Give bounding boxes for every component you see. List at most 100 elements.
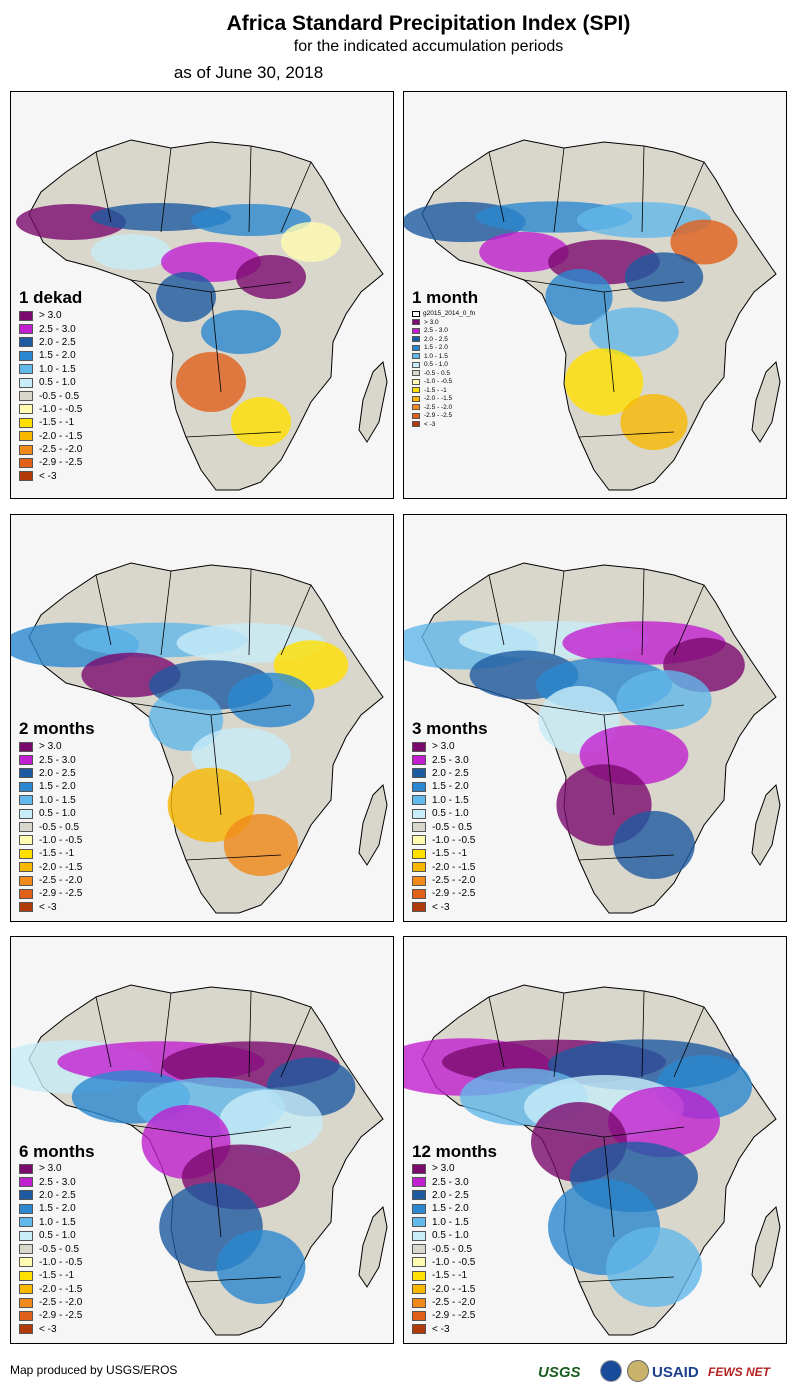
legend-swatch: [412, 1230, 426, 1241]
map-panel-2-months[interactable]: 2 months > 3.0 2.5 - 3.0 2.0 - 2.5 1.5 - 2.…: [10, 514, 394, 922]
legend-item: -1.0 - -0.5: [19, 403, 82, 416]
legend-item: 1.5 - 2.0: [412, 780, 475, 793]
legend-swatch: [412, 1324, 426, 1335]
legend-item: 1.5 - 2.0: [412, 344, 475, 353]
legend-label: -2.0 - -1.5: [432, 1283, 476, 1295]
legend-label: -1.5 - -1: [39, 848, 75, 860]
legend-label: 2.0 - 2.5: [432, 767, 469, 779]
map-panel-6-months[interactable]: 6 months > 3.0 2.5 - 3.0 2.0 - 2.5 1.5 - 2.…: [10, 936, 394, 1344]
legend-label: > 3.0: [432, 1163, 455, 1175]
legend-label: -0.5 - 0.5: [39, 821, 80, 833]
legend-swatch: [412, 1163, 426, 1174]
legend-label: 1.5 - 2.0: [424, 344, 448, 352]
legend: > 3.0 2.5 - 3.0 2.0 - 2.5 1.5 - 2.0 1.0 - 1.…: [412, 1162, 475, 1336]
legend-item: 1.5 - 2.0: [412, 1202, 475, 1215]
dry-anomaly-zone: [620, 394, 688, 450]
legend-label: -0.5 - 0.5: [39, 390, 80, 402]
legend-swatch: [412, 344, 420, 351]
legend-swatch: [19, 1310, 33, 1321]
legend-item: > 3.0: [412, 740, 475, 753]
legend-label: -1.5 - -1: [432, 848, 468, 860]
map-title: Africa Standard Precipitation Index (SPI…: [226, 12, 631, 35]
africa-map: [11, 984, 388, 1336]
legend-swatch: [412, 741, 426, 752]
legend-label: -2.5 - -2.0: [39, 1297, 83, 1309]
legend-item: 1.0 - 1.5: [412, 794, 475, 807]
legend-item: -1.0 - -0.5: [19, 1256, 82, 1269]
legend-swatch: [412, 421, 420, 428]
country-borders: [488, 990, 705, 1283]
legend-swatch: [19, 1230, 33, 1241]
legend-swatch: [19, 835, 33, 846]
legend-swatch: [19, 808, 33, 819]
legend-item: -1.5 - -1: [19, 847, 82, 860]
footer-credit: Map produced by USGS/EROS: [10, 1363, 178, 1377]
africa-map: [11, 562, 388, 914]
dry-anomaly-zone: [564, 348, 644, 416]
legend-swatch: [412, 1310, 426, 1321]
legend-item: > 3.0: [19, 1162, 82, 1175]
legend-item: 2.0 - 2.5: [412, 335, 475, 344]
legend-swatch: [19, 741, 33, 752]
legend-label: -2.5 - -2.0: [432, 875, 476, 887]
legend-label: -2.5 - -2.0: [39, 444, 83, 456]
legend-item: -2.9 - -2.5: [19, 456, 82, 469]
legend-swatch: [19, 822, 33, 833]
legend-label: -1.5 - -1: [39, 1270, 75, 1282]
legend-label: -0.5 - 0.5: [432, 821, 473, 833]
wet-anomaly-zone: [219, 1089, 323, 1155]
legend-label: > 3.0: [424, 318, 439, 326]
legend-item: -1.0 - -0.5: [412, 1256, 475, 1269]
legend-item: 2.5 - 3.0: [412, 1175, 475, 1188]
legend-item: 1.0 - 1.5: [412, 352, 475, 361]
legend-swatch: [19, 768, 33, 779]
map-subtitle: for the indicated accumulation periods: [293, 38, 564, 55]
wet-anomaly-zone: [91, 234, 171, 270]
legend-swatch: [19, 1217, 33, 1228]
legend-label: -2.9 - -2.5: [424, 412, 453, 420]
dry-anomaly-zone: [670, 219, 738, 265]
legend-label: -2.0 - -1.5: [424, 395, 453, 403]
legend-item: -2.0 - -1.5: [19, 430, 82, 443]
legend-swatch: [19, 444, 33, 455]
madagascar: [358, 783, 388, 866]
legend-item: > 3.0: [19, 309, 82, 322]
legend-item: 1.0 - 1.5: [19, 1216, 82, 1229]
dry-anomaly-zone: [167, 767, 255, 843]
legend-swatch: [412, 822, 426, 833]
wet-anomaly-zone: [201, 310, 281, 354]
legend-label: -2.0 - -1.5: [39, 430, 83, 442]
legend-swatch: [412, 378, 420, 385]
legend-label: -2.9 - -2.5: [39, 888, 83, 900]
panel-label: 3 months: [412, 719, 488, 738]
madagascar: [751, 1205, 781, 1288]
dry-anomaly-zone: [231, 397, 291, 447]
legend-swatch: [19, 781, 33, 792]
legend-swatch: [412, 395, 420, 402]
legend-label: 2.0 - 2.5: [39, 1189, 76, 1201]
legend-swatch: [19, 1177, 33, 1188]
legend-label: 2.5 - 3.0: [39, 323, 76, 335]
map-panel-1-month[interactable]: 1 month g2015_2014_0_fn > 3.0 2.5 - 3.0 2.…: [403, 91, 787, 499]
legend-swatch: [19, 471, 33, 482]
country-borders: [95, 990, 312, 1283]
legend-label: 0.5 - 1.0: [432, 808, 469, 820]
legend-label: 0.5 - 1.0: [39, 808, 76, 820]
legend-label: -1.0 - -0.5: [432, 834, 476, 846]
legend-item: 1.0 - 1.5: [19, 363, 82, 376]
legend-swatch: [412, 1203, 426, 1214]
wet-anomaly-zone: [624, 252, 704, 302]
legend-item: < -3: [19, 470, 82, 483]
map-panel-3-months[interactable]: 3 months > 3.0 2.5 - 3.0 2.0 - 2.5 1.5 - 2.…: [403, 514, 787, 922]
legend-item: -0.5 - 0.5: [412, 820, 475, 833]
legend-item: -2.0 - -1.5: [19, 861, 82, 874]
wet-anomaly-zone: [589, 307, 679, 357]
madagascar: [751, 360, 781, 443]
wet-anomaly-zone: [479, 231, 569, 273]
legend-swatch: [412, 361, 420, 368]
legend: > 3.0 2.5 - 3.0 2.0 - 2.5 1.5 - 2.0 1.0 - 1.…: [19, 740, 82, 914]
legend-label: 1.5 - 2.0: [432, 781, 469, 793]
legend-item: -2.0 - -1.5: [412, 395, 475, 404]
map-panel-12-months[interactable]: 12 months > 3.0 2.5 - 3.0 2.0 - 2.5 1.5 - 2…: [403, 936, 787, 1344]
map-panel-1-dekad[interactable]: 1 dekad > 3.0 2.5 - 3.0 2.0 - 2.5 1.5 - 2.0…: [10, 91, 394, 499]
